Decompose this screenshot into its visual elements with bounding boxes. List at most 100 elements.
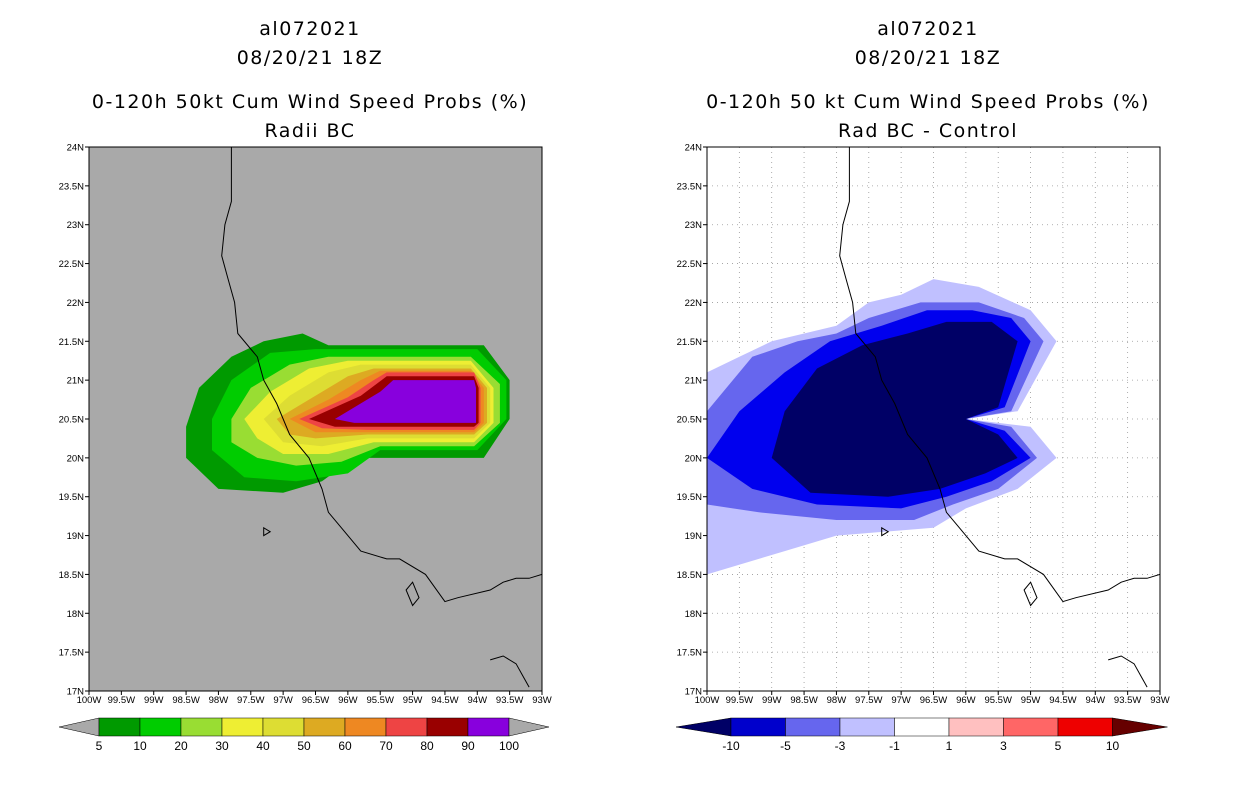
lat-tick-label: 20N [67,453,85,464]
colorbar-low-arrow [675,717,732,737]
colorbar-high-arrow [508,717,550,737]
colorbar-swatch [303,717,346,737]
lon-tick-label: 97W [273,695,293,706]
lon-tick-label: 95.5W [984,695,1011,706]
colorbar-label: -3 [835,739,846,753]
colorbar-swatch [1057,717,1113,737]
colorbar-swatch [180,717,223,737]
island-outline [881,526,890,537]
lon-tick-label: 98.5W [172,695,199,706]
lon-tick-label: 98.5W [790,695,817,706]
colorbar-swatch [344,717,387,737]
left-map-panel: 24N 23.5N 23N 22.5N 22N 21.5N 21N 20.5N 20N 19.5N… [59,143,552,707]
colorbar-low-arrow [58,717,100,737]
colorbar-label: 90 [461,739,475,753]
colorbar-swatch [221,717,264,737]
lat-tick-label: 21N [67,376,85,387]
colorbar-swatch [467,717,510,737]
lat-tick-label: 19.5N [59,492,84,503]
lat-tick-label: 21.5N [677,337,702,348]
lon-tick-label: 98W [209,695,229,706]
left-storm-id: al072021 [259,18,361,40]
lat-tick-label: 22.5N [677,259,702,270]
lon-tick-label: 94W [468,695,488,706]
lat-tick-label: 23N [67,220,85,231]
colorbar-high-arrow [1112,717,1168,737]
colorbar-label: 40 [256,739,270,753]
colorbar-label: 3 [1000,739,1007,753]
colorbar-label: 60 [338,739,352,753]
colorbar-swatch [262,717,305,737]
right-map-panel: 24N 23.5N 23N 22.5N 22N 21.5N 21N 20.5N 20N 19.5N… [677,143,1170,707]
lat-tick-label: 18.5N [677,570,702,581]
lat-tick-label: 22.5N [59,259,84,270]
lat-tick-label: 23.5N [59,181,84,192]
island-outline [263,526,272,537]
lon-tick-label: 96.5W [920,695,947,706]
coastline [839,147,1160,603]
colorbar-swatch [1003,717,1059,737]
colorbar-swatch [948,717,1004,737]
colorbar-label: 1 [946,739,953,753]
lon-tick-label: 96.5W [302,695,329,706]
lon-tick-label: 94.5W [431,695,458,706]
lat-tick-label: 21N [685,376,703,387]
lat-tick-label: 22N [67,298,85,309]
lon-tick-label: 99.5W [108,695,135,706]
lon-tick-label: 96W [338,695,358,706]
lat-tick-label: 17N [67,687,85,698]
lat-tick-label: 24N [67,143,85,154]
lat-tick-label: 19.5N [677,492,702,503]
right-title-line2: Rad BC - Control [837,120,1019,142]
lat-tick-label: 19N [685,531,703,542]
coastline-east [1108,655,1148,688]
lon-tick-label: 93W [532,695,552,706]
lat-tick-label: 18N [67,609,85,620]
lon-tick-label: 93.5W [1114,695,1141,706]
lat-tick-label: 20.5N [677,415,702,426]
colorbar-swatch [426,717,469,737]
coastline-east [490,655,530,688]
lat-tick-label: 24N [685,143,703,154]
colorbar-label: 70 [379,739,393,753]
contour-level-90 [334,380,476,423]
coastline [221,147,542,603]
lat-tick-label: 17.5N [59,648,84,659]
lat-tick-label: 21.5N [59,337,84,348]
lon-tick-label: 94W [1086,695,1106,706]
right-datetime: 08/20/21 18Z [854,47,1002,69]
colorbar-swatch [139,717,182,737]
colorbar-swatch [730,717,786,737]
lat-tick-label: 23N [685,220,703,231]
colorbar-label: -5 [780,739,791,753]
colorbar-label: -1 [889,739,900,753]
colorbar-swatch [385,717,428,737]
lon-tick-label: 94.5W [1049,695,1076,706]
colorbar-label: 5 [1055,739,1062,753]
right-storm-id: al072021 [877,18,979,40]
right-title-line1: 0-120h 50 kt Cum Wind Speed Probs (%) [706,91,1150,113]
colorbar-label: 50 [297,739,311,753]
left-colorbar: 5 10 20 30 40 50 60 70 80 90 100 [58,717,550,753]
lon-tick-label: 100W [695,695,720,706]
lat-tick-label: 22N [685,298,703,309]
left-title-line1: 0-120h 50kt Cum Wind Speed Probs (%) [91,91,529,113]
colorbar-swatch [894,717,950,737]
left-title-line2: Radii BC [264,120,356,142]
island-outline [1023,581,1038,607]
lon-tick-label: 93W [1150,695,1170,706]
lon-tick-label: 98W [827,695,847,706]
lon-tick-label: 97.5W [237,695,264,706]
colorbar-label: 80 [420,739,434,753]
lat-tick-label: 18.5N [59,570,84,581]
colorbar-label: 10 [133,739,147,753]
lon-tick-label: 93.5W [496,695,523,706]
lat-tick-label: 19N [67,531,85,542]
lon-tick-label: 99.5W [726,695,753,706]
contour-level-neg10 [771,321,1018,497]
lat-tick-label: 17.5N [677,648,702,659]
colorbar-label: -10 [722,739,740,753]
lon-tick-label: 95.5W [366,695,393,706]
lon-tick-label: 97.5W [855,695,882,706]
